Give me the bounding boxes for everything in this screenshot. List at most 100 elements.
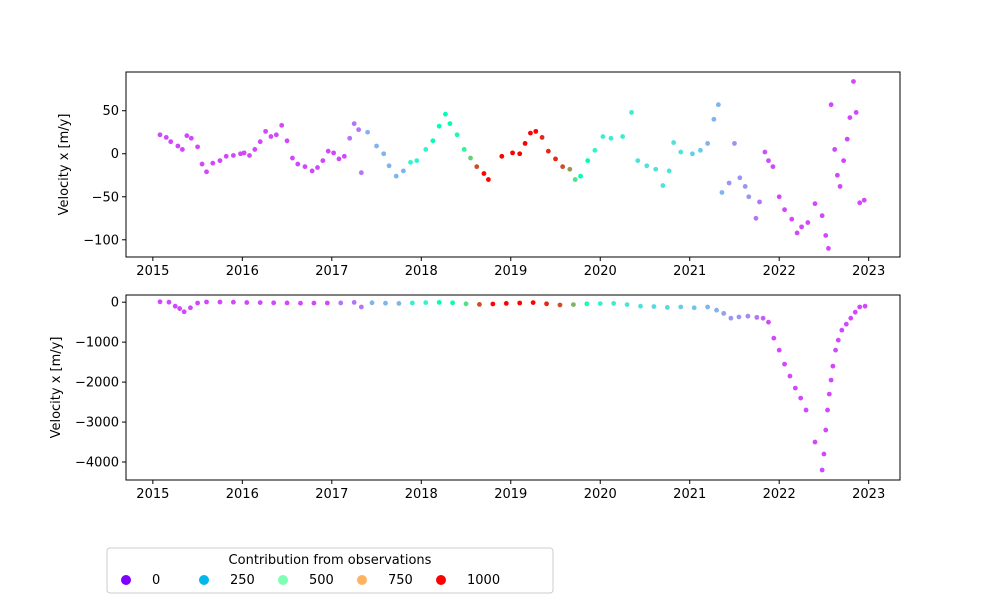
data-point (468, 155, 473, 161)
data-point (771, 335, 777, 341)
data-point (837, 184, 843, 189)
data-point (230, 153, 236, 158)
x-tick-label: 2023 (852, 264, 885, 279)
data-point (181, 309, 187, 315)
data-point (238, 151, 243, 157)
data-point (798, 395, 804, 401)
x-tick-label: 2021 (673, 487, 706, 502)
x-tick-label: 2016 (226, 487, 259, 502)
data-point (835, 337, 841, 343)
data-point (351, 121, 357, 127)
data-point (447, 121, 453, 127)
data-point (230, 299, 236, 305)
data-point (812, 201, 818, 207)
data-point (347, 135, 353, 141)
data-point (635, 158, 641, 164)
data-point (719, 190, 725, 195)
data-point (624, 302, 630, 307)
x-tick-label: 2023 (852, 487, 885, 502)
data-point (386, 163, 392, 169)
data-point (799, 224, 804, 230)
legend-marker (199, 575, 209, 585)
data-point (204, 169, 209, 175)
data-point (450, 300, 456, 306)
data-point (341, 153, 347, 159)
plot-frame (125, 71, 901, 258)
x-tick-label: 2019 (494, 487, 527, 502)
data-point (184, 133, 190, 139)
data-point (754, 314, 760, 320)
data-point (290, 155, 295, 161)
data-point (481, 171, 487, 176)
data-point (567, 166, 573, 172)
data-point (195, 300, 200, 306)
data-point (365, 129, 370, 135)
data-point (188, 135, 194, 141)
data-point (553, 156, 558, 162)
data-point (792, 385, 798, 391)
legend-marker (436, 575, 446, 585)
data-point (678, 149, 684, 155)
data-point (273, 132, 279, 138)
data-point (172, 303, 178, 309)
data-point (166, 299, 172, 305)
legend: Contribution from observations 0 250 500 75… (106, 547, 554, 594)
data-point (284, 300, 290, 306)
data-point (271, 300, 277, 306)
data-point (157, 132, 163, 138)
legend-items: 0 250 500 750 1000 (121, 573, 500, 588)
y-tick-label: −3000 (75, 416, 119, 431)
data-point (629, 110, 634, 115)
data-point (217, 299, 223, 305)
data-point (298, 300, 303, 306)
data-point (522, 141, 528, 146)
data-point (400, 168, 406, 174)
x-tick-label: 2022 (763, 487, 796, 502)
data-point (766, 158, 771, 164)
y-tick-label: −50 (92, 190, 119, 205)
data-point (664, 304, 670, 310)
data-point (284, 138, 290, 144)
y-tick-label: 0 (111, 147, 119, 162)
data-point (787, 373, 793, 379)
data-point (705, 304, 711, 310)
data-point (671, 140, 677, 145)
data-point (844, 136, 850, 142)
legend-marker (121, 575, 131, 585)
data-point (832, 147, 838, 152)
y-tick-label: −1000 (75, 336, 119, 351)
data-point (745, 313, 751, 319)
data-point (714, 307, 719, 313)
data-point (315, 165, 320, 170)
x-tick-label: 2015 (136, 487, 169, 502)
data-point (338, 300, 344, 306)
data-point (857, 200, 863, 206)
data-point (351, 299, 357, 305)
data-point (834, 172, 840, 178)
data-point (762, 149, 768, 155)
x-tick-label: 2022 (763, 264, 796, 279)
data-point (530, 300, 536, 305)
x-tick-label: 2021 (673, 264, 706, 279)
data-point (217, 158, 223, 164)
data-point (517, 300, 523, 306)
top-velocity-panel: 2015 2016 2017 2018 2019 2020 2021 2022 2023 50 0 −… (57, 71, 901, 279)
data-point (336, 156, 342, 162)
data-point (544, 301, 549, 307)
data-point (584, 301, 590, 307)
data-point (828, 377, 834, 383)
data-point (608, 135, 614, 141)
data-point (195, 144, 200, 150)
data-point (638, 303, 643, 309)
data-point (223, 153, 229, 159)
data-point (782, 207, 787, 213)
data-point (383, 300, 388, 306)
data-point (691, 305, 697, 311)
data-point (204, 299, 209, 305)
data-point (241, 150, 247, 156)
data-point (393, 173, 399, 179)
data-point (592, 147, 598, 153)
data-point (843, 321, 849, 327)
data-point (311, 300, 317, 306)
